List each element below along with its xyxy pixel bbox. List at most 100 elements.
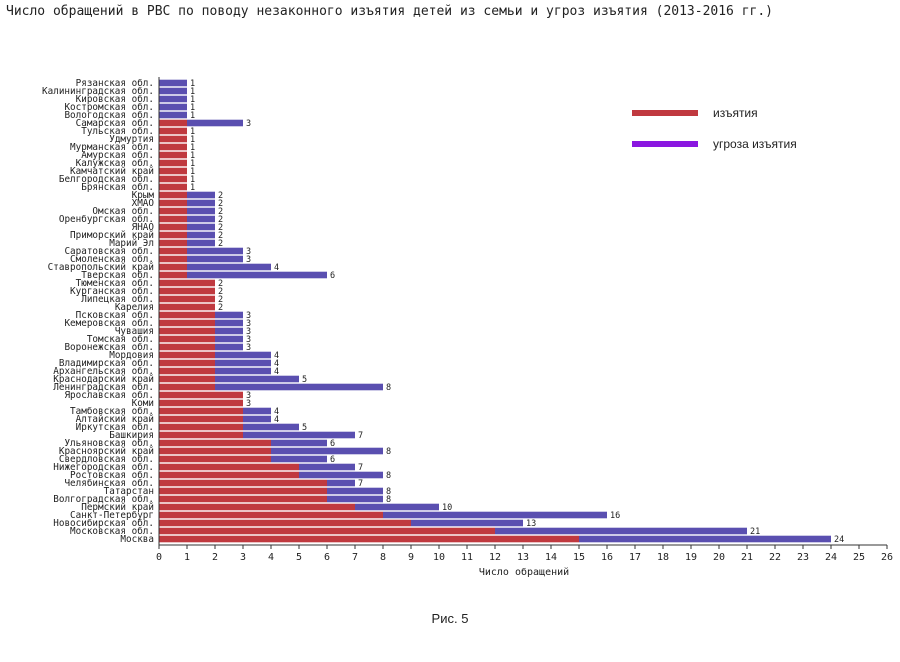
x-tick-label: 21 <box>741 552 753 563</box>
category-label: Томская обл. <box>87 334 154 345</box>
bar-threat <box>215 367 271 375</box>
category-label: Коми <box>132 398 154 409</box>
bar-withdrawal <box>159 231 187 239</box>
bar-threat <box>187 247 243 255</box>
bar-withdrawal <box>159 423 243 431</box>
value-label: 1 <box>190 167 195 177</box>
legend-swatch-threat <box>632 141 698 147</box>
value-label: 7 <box>358 431 363 441</box>
bar-threat <box>215 335 243 343</box>
category-label: Самарская обл. <box>76 118 154 129</box>
bar-withdrawal <box>159 159 187 167</box>
bar-threat <box>271 439 327 447</box>
category-label: Волгоградская обл. <box>53 494 154 505</box>
value-label: 2 <box>218 207 223 217</box>
category-label: Ставропольский край <box>48 262 154 273</box>
category-label: Белгородская обл. <box>59 174 154 185</box>
bar-withdrawal <box>159 471 299 479</box>
value-label: 1 <box>190 175 195 185</box>
value-label: 5 <box>302 423 307 433</box>
bar-threat <box>271 447 383 455</box>
bar-threat <box>327 495 383 503</box>
bar-threat <box>215 319 243 327</box>
value-label: 3 <box>246 327 251 337</box>
category-label: Амурская обл. <box>81 150 154 161</box>
bar-threat <box>187 215 215 223</box>
category-label: Вологодская обл. <box>64 110 154 121</box>
category-label: Санкт-Петербург <box>70 510 154 521</box>
value-label: 4 <box>274 415 279 425</box>
bar-withdrawal <box>159 191 187 199</box>
value-label: 3 <box>246 399 251 409</box>
value-label: 3 <box>246 343 251 353</box>
category-label: Оренбургская обл. <box>59 214 154 225</box>
bar-threat <box>215 311 243 319</box>
plot-area: Рязанская обл. 1 Калининградская обл. 1 Киро… <box>42 77 893 563</box>
bar-withdrawal <box>159 511 383 519</box>
bar-threat <box>159 79 187 87</box>
bar-threat <box>187 271 327 279</box>
x-tick-label: 4 <box>268 552 274 563</box>
bar-withdrawal <box>159 327 215 335</box>
bar-withdrawal <box>159 503 355 511</box>
bar-threat <box>159 95 187 103</box>
value-label: 1 <box>190 127 195 137</box>
value-label: 4 <box>274 359 279 369</box>
category-label: Свердловская обл. <box>59 454 154 465</box>
x-tick-label: 0 <box>156 552 162 563</box>
bar-withdrawal <box>159 175 187 183</box>
value-label: 7 <box>358 479 363 489</box>
value-label: 1 <box>190 103 195 113</box>
category-label: Владимирская обл. <box>59 358 154 369</box>
bar-withdrawal <box>159 431 243 439</box>
x-tick-label: 18 <box>657 552 669 563</box>
value-label: 1 <box>190 87 195 97</box>
bar-withdrawal <box>159 319 215 327</box>
bar-withdrawal <box>159 207 187 215</box>
x-tick-label: 22 <box>769 552 781 563</box>
category-label: Приморский край <box>70 230 154 241</box>
bar-withdrawal <box>159 495 327 503</box>
value-label: 2 <box>218 295 223 305</box>
value-label: 2 <box>218 223 223 233</box>
x-tick-label: 1 <box>184 552 190 563</box>
bar-withdrawal <box>159 399 243 407</box>
x-tick-label: 7 <box>352 552 358 563</box>
bar-withdrawal <box>159 127 187 135</box>
category-label: Иркутская обл. <box>76 422 154 433</box>
value-label: 21 <box>750 527 760 537</box>
category-label: Крым <box>132 190 155 201</box>
x-tick-label: 12 <box>489 552 501 563</box>
bar-threat <box>579 535 831 543</box>
category-label: Алтайский край <box>76 414 154 425</box>
value-label: 8 <box>386 447 391 457</box>
category-label: Кировская обл. <box>76 94 154 105</box>
bar-withdrawal <box>159 263 187 271</box>
bar-withdrawal <box>159 535 579 543</box>
value-label: 3 <box>246 255 251 265</box>
value-label: 8 <box>386 495 391 505</box>
bar-threat <box>187 239 215 247</box>
bar-withdrawal <box>159 343 215 351</box>
bar-threat <box>215 351 271 359</box>
bar-withdrawal <box>159 151 187 159</box>
category-label: Камчатский край <box>70 166 154 177</box>
bar-withdrawal <box>159 487 327 495</box>
value-label: 1 <box>190 111 195 121</box>
bar-withdrawal <box>159 367 215 375</box>
category-label: Удмуртия <box>109 134 154 145</box>
value-label: 2 <box>218 231 223 241</box>
value-label: 1 <box>190 143 195 153</box>
bar-threat <box>243 423 299 431</box>
bar-withdrawal <box>159 143 187 151</box>
category-label: Новосибирская обл. <box>53 518 154 529</box>
legend-label-withdrawal: изъятия <box>713 106 758 120</box>
x-tick-label: 24 <box>825 552 837 563</box>
bar-threat <box>271 455 327 463</box>
bar-withdrawal <box>159 479 327 487</box>
value-label: 2 <box>218 215 223 225</box>
category-label: Нижегородская обл. <box>53 462 154 473</box>
category-label: Ростовская обл. <box>70 470 154 481</box>
bar-threat <box>355 503 439 511</box>
x-tick-label: 13 <box>517 552 529 563</box>
